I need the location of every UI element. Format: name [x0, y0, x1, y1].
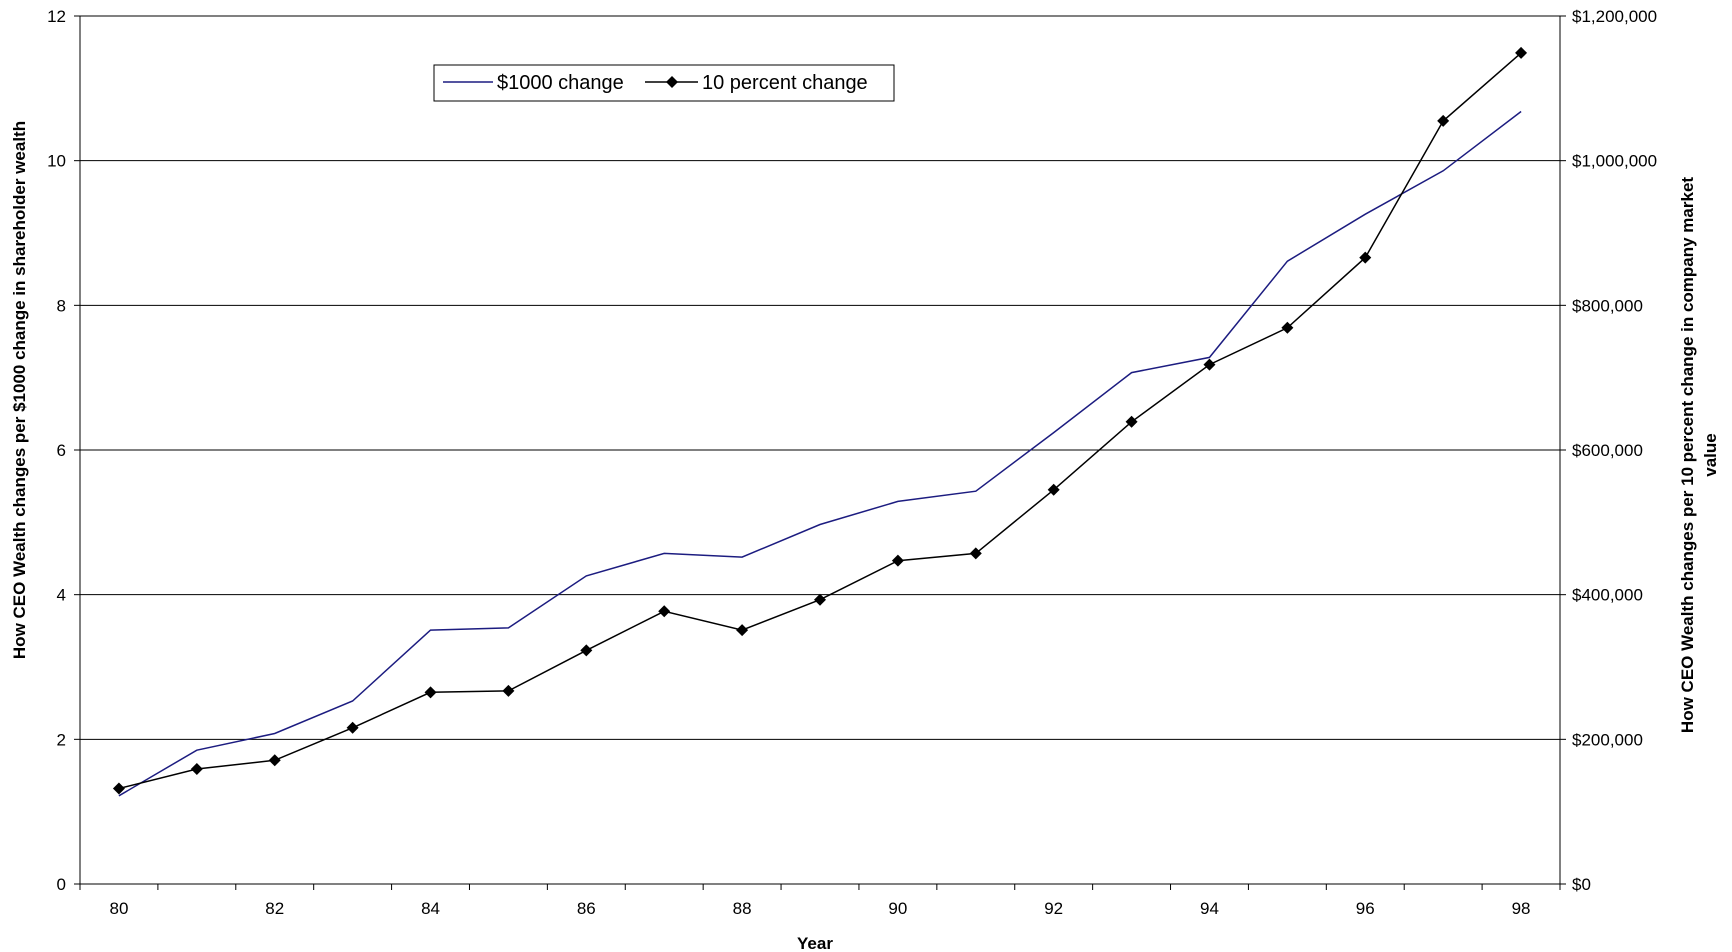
gridlines	[80, 15, 1560, 740]
y-axis-left-title: How CEO Wealth changes per $1000 change …	[10, 121, 29, 659]
y-right-tick-label: $200,000	[1572, 730, 1643, 749]
data-point-10-percent-change	[969, 547, 982, 560]
axes	[74, 15, 1566, 890]
data-point-10-percent-change	[736, 624, 749, 637]
data-point-10-percent-change	[814, 593, 826, 606]
y-right-tick-label: $0	[1572, 875, 1591, 894]
y-left-tick-label: 4	[57, 586, 66, 605]
x-tick-label: 82	[265, 899, 284, 918]
data-point-10-percent-change	[1047, 483, 1060, 496]
x-tick-label: 88	[733, 899, 752, 918]
y-left-tick-label: 6	[57, 441, 66, 460]
legend-marker-10-percent-change	[666, 76, 678, 88]
y-axis-right-title-line-2: value	[1701, 433, 1720, 476]
data-point-10-percent-change	[112, 782, 125, 795]
data-point-10-percent-change	[190, 762, 203, 775]
data-point-10-percent-change	[424, 686, 437, 699]
x-tick-label: 86	[577, 899, 596, 918]
data-point-10-percent-change	[346, 721, 359, 734]
legend-label-1000-change: $1000 change	[497, 72, 624, 94]
legend: $1000 change 10 percent change	[433, 64, 895, 102]
series	[112, 46, 1528, 797]
y-right-tick-label: $600,000	[1572, 441, 1643, 460]
data-point-10-percent-change	[1437, 114, 1450, 127]
y-right-tick-label: $1,000,000	[1572, 152, 1657, 171]
series-line-10-percent-change	[118, 52, 1522, 790]
x-tick-label: 84	[421, 899, 440, 918]
y-axis-right-title-line-1: How CEO Wealth changes per 10 percent ch…	[1678, 177, 1697, 733]
legend-box	[433, 64, 895, 102]
data-point-10-percent-change	[1515, 46, 1528, 59]
x-tick-label: 90	[888, 899, 907, 918]
x-tick-label: 96	[1356, 899, 1375, 918]
data-point-10-percent-change	[268, 754, 281, 767]
y-right-tick-label: $1,200,000	[1572, 7, 1657, 26]
x-tick-label: 98	[1512, 899, 1531, 918]
y-left-tick-label: 8	[57, 296, 66, 315]
series-line-1000-change	[118, 110, 1522, 797]
tick-labels: 0 $0 2 $200,000 4 $400,000 6 $600,000 8 $800,000 1…	[47, 7, 1657, 918]
x-tick-label: 80	[109, 899, 128, 918]
y-left-tick-label: 12	[47, 7, 66, 26]
y-right-tick-label: $800,000	[1572, 296, 1643, 315]
data-point-10-percent-change	[1125, 415, 1138, 428]
data-point-10-percent-change	[1203, 358, 1216, 371]
data-point-10-percent-change	[658, 605, 671, 618]
x-axis-title: Year	[797, 934, 833, 952]
data-point-10-percent-change	[502, 684, 515, 697]
data-point-10-percent-change	[580, 644, 593, 657]
data-point-10-percent-change	[1281, 321, 1294, 334]
data-point-10-percent-change	[891, 554, 904, 567]
x-tick-label: 94	[1200, 899, 1219, 918]
legend-label-10-percent-change: 10 percent change	[702, 72, 868, 94]
y-left-tick-label: 0	[57, 875, 66, 894]
y-left-tick-label: 10	[47, 152, 66, 171]
y-right-tick-label: $400,000	[1572, 586, 1643, 605]
data-point-10-percent-change	[1359, 251, 1372, 264]
x-tick-label: 92	[1044, 899, 1063, 918]
y-left-tick-label: 2	[57, 730, 66, 749]
